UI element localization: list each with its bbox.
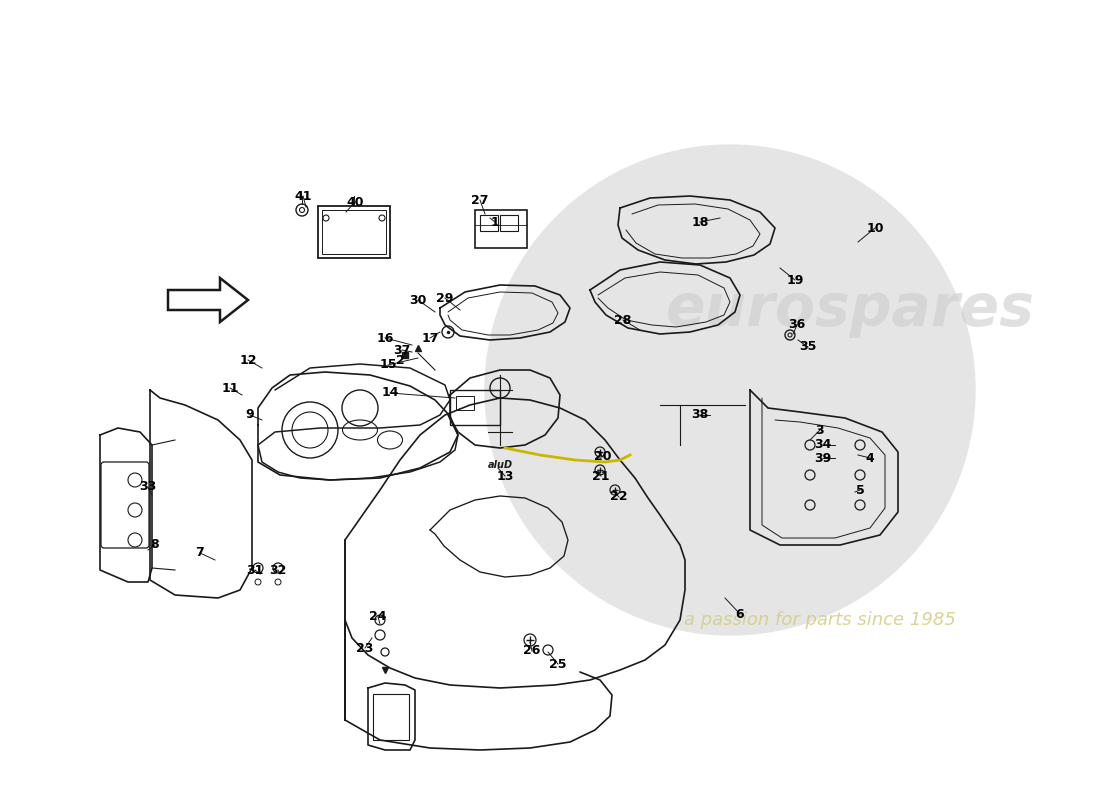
Text: a passion for parts since 1985: a passion for parts since 1985 xyxy=(684,611,956,629)
Bar xyxy=(500,215,518,231)
Text: 4: 4 xyxy=(866,451,874,465)
Text: 21: 21 xyxy=(592,470,609,482)
Text: 8: 8 xyxy=(151,538,160,551)
Text: 13: 13 xyxy=(496,470,514,482)
Text: 14: 14 xyxy=(382,386,398,399)
Text: 12: 12 xyxy=(240,354,256,366)
Text: 27: 27 xyxy=(471,194,488,206)
Text: 39: 39 xyxy=(814,451,832,465)
Bar xyxy=(475,210,527,248)
Text: aluD: aluD xyxy=(487,460,513,470)
Text: 17: 17 xyxy=(421,331,439,345)
Text: 24: 24 xyxy=(370,610,387,623)
Circle shape xyxy=(485,145,975,635)
Text: 35: 35 xyxy=(800,341,816,354)
Text: 34: 34 xyxy=(814,438,832,451)
Text: 2: 2 xyxy=(396,354,405,366)
Bar xyxy=(322,210,386,254)
Text: 37: 37 xyxy=(394,343,410,357)
Text: 3: 3 xyxy=(816,423,824,437)
Text: 11: 11 xyxy=(221,382,239,394)
Text: 15: 15 xyxy=(379,358,397,371)
Bar xyxy=(456,396,474,410)
Bar xyxy=(318,206,390,258)
Text: 29: 29 xyxy=(437,291,453,305)
Text: 33: 33 xyxy=(140,481,156,494)
Text: 28: 28 xyxy=(614,314,631,326)
Text: 30: 30 xyxy=(409,294,427,306)
Text: 10: 10 xyxy=(867,222,883,234)
Text: eurospares: eurospares xyxy=(666,282,1034,338)
Text: 18: 18 xyxy=(691,215,708,229)
Text: 7: 7 xyxy=(196,546,205,559)
Bar xyxy=(373,694,409,740)
Text: 25: 25 xyxy=(549,658,566,670)
Bar xyxy=(450,390,500,425)
Text: 40: 40 xyxy=(346,195,364,209)
Text: 38: 38 xyxy=(692,409,708,422)
Text: 5: 5 xyxy=(856,483,865,497)
Bar xyxy=(480,215,498,231)
Text: 23: 23 xyxy=(356,642,374,654)
Text: 1: 1 xyxy=(491,215,499,229)
Text: 9: 9 xyxy=(245,409,254,422)
Text: 41: 41 xyxy=(295,190,311,202)
Text: 16: 16 xyxy=(376,331,394,345)
Text: 20: 20 xyxy=(594,450,612,463)
Text: 22: 22 xyxy=(610,490,628,503)
Text: 32: 32 xyxy=(270,563,287,577)
Text: 19: 19 xyxy=(786,274,804,286)
Text: 36: 36 xyxy=(789,318,805,331)
Text: 26: 26 xyxy=(524,645,541,658)
Text: 31: 31 xyxy=(246,563,264,577)
Text: 6: 6 xyxy=(736,607,745,621)
